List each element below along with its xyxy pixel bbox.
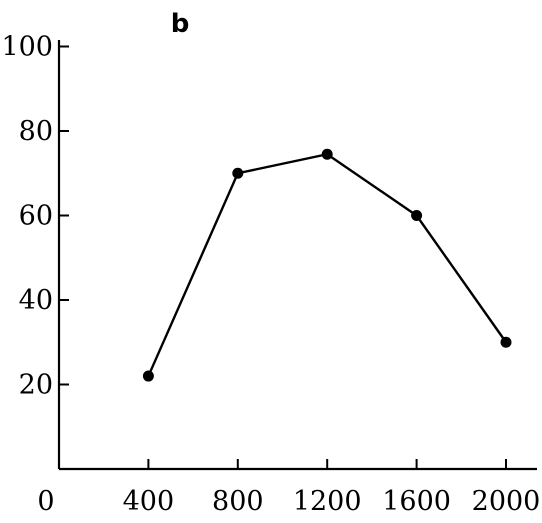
data-point <box>321 148 333 160</box>
x-tick-label: 400 <box>123 486 175 517</box>
x-tick-label: 2000 <box>472 486 541 517</box>
y-tick-label: 80 <box>19 116 53 147</box>
x-tick-label: 1600 <box>382 486 451 517</box>
x-tick-label: 800 <box>212 486 264 517</box>
x-ticks: 0 400 800 1200 1600 2000 <box>37 459 540 517</box>
panel-label: b <box>171 9 190 39</box>
series-line <box>147 152 507 377</box>
data-series <box>142 148 512 382</box>
y-tick-label: 40 <box>19 285 53 316</box>
x-tick-label: 1200 <box>293 486 362 517</box>
y-tick-label: 20 <box>19 370 53 401</box>
y-ticks: 20 40 60 80 100 <box>1 32 69 401</box>
data-point <box>232 167 244 179</box>
data-point <box>500 336 512 348</box>
data-point <box>142 370 154 382</box>
y-tick-label: 100 <box>1 32 53 63</box>
data-point <box>411 210 423 221</box>
y-tick-label: 60 <box>19 201 53 232</box>
x-tick-label: 0 <box>37 486 54 517</box>
